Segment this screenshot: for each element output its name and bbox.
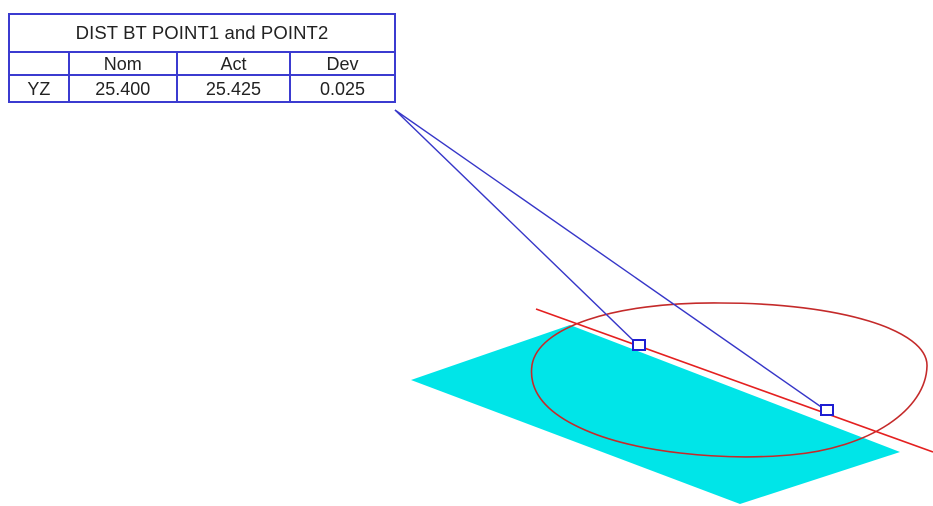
header-empty (8, 51, 70, 76)
act-value: 25.425 (175, 74, 292, 103)
dev-value: 0.025 (289, 74, 396, 103)
point2-marker[interactable] (820, 404, 834, 416)
red-line[interactable] (535, 308, 933, 453)
leader-line-point2 (394, 109, 828, 412)
header-act: Act (175, 51, 292, 76)
dimension-label-title: DIST BT POINT1 and POINT2 (8, 13, 396, 53)
point1-marker[interactable] (632, 339, 646, 351)
nom-value: 25.400 (67, 74, 178, 103)
header-dev: Dev (289, 51, 396, 76)
dimension-label-table[interactable]: DIST BT POINT1 and POINT2 Nom Act Dev YZ… (8, 13, 396, 103)
leader-line-point1 (394, 109, 640, 347)
red-circle[interactable] (530, 302, 928, 458)
cyan-plane[interactable] (411, 325, 900, 504)
header-nom: Nom (67, 51, 178, 76)
axis-cell: YZ (8, 74, 70, 103)
